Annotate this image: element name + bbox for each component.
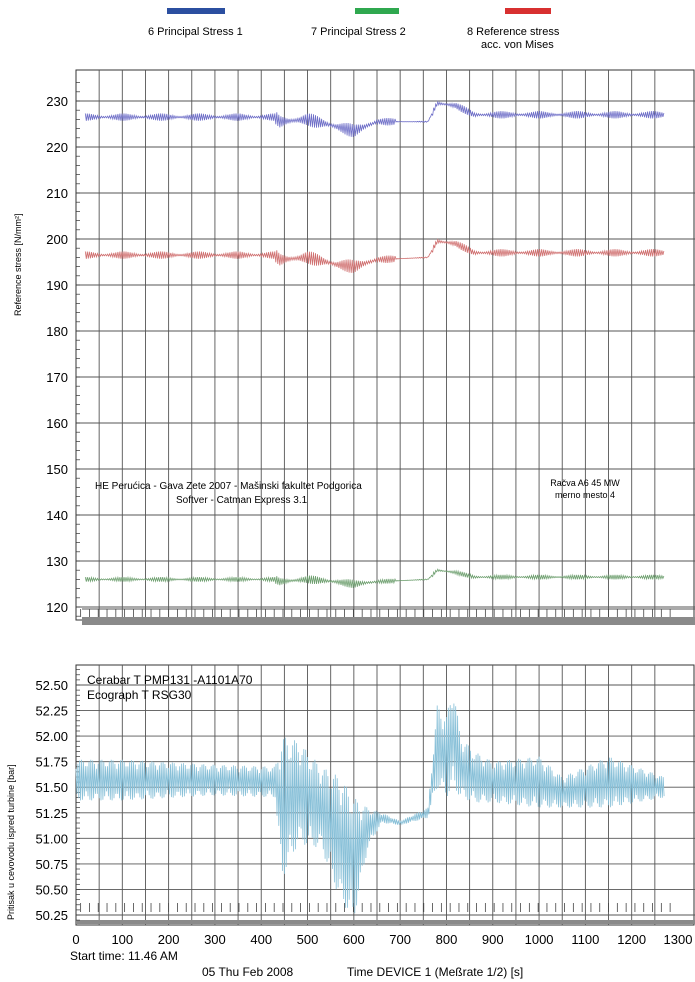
y-tick-label: 150 (46, 462, 68, 477)
series-line-1 (84, 100, 665, 138)
upper-chart-series (84, 100, 665, 588)
legend-label-reference-stress-line2: acc. von Mises (481, 39, 554, 51)
lower-sensor-label-1: Cerabar T PMP131 -A1101A70 (87, 673, 253, 687)
lower-chart-grid (75, 664, 695, 926)
y-tick-label: 52.00 (35, 729, 68, 744)
y-tick-label: 160 (46, 416, 68, 431)
x-tick-label: 100 (111, 932, 133, 947)
pressure-series-line (75, 703, 665, 914)
lower-chart-ticks: 50.25 50.50 50.75 51.00 51.25 51.50 51.75 52.00… (35, 669, 80, 923)
y-tick-label: 120 (46, 600, 68, 615)
lower-y-axis-label: Pritisak u cevovodu ispred turbine [bar] (6, 764, 16, 920)
x-tick-label: 400 (250, 932, 272, 947)
y-tick-label: 51.75 (35, 755, 68, 770)
y-tick-label: 52.25 (35, 704, 68, 719)
upper-chart-grid (75, 69, 695, 625)
upper-annotation-line1: HE Perućica - Gava Zete 2007 - Mašinski … (95, 481, 362, 492)
x-tick-label: 1200 (617, 932, 646, 947)
upper-chart-ticks: 120 130 140 150 160 170 180 190 200 210 220 230 (46, 82, 80, 617)
legend-label-principal-stress-2: 7 Principal Stress 2 (311, 26, 406, 38)
y-tick-label: 220 (46, 140, 68, 155)
x-tick-label: 0 (72, 932, 79, 947)
y-tick-label: 51.00 (35, 831, 68, 846)
legend-label-principal-stress-1: 6 Principal Stress 1 (148, 26, 243, 38)
y-tick-label: 50.75 (35, 857, 68, 872)
x-tick-label: 900 (482, 932, 504, 947)
legend-swatch-principal-stress-1 (167, 8, 225, 14)
x-tick-label: 1300 (664, 932, 693, 947)
series-line-3 (84, 568, 665, 588)
x-tick-label: 1100 (571, 932, 599, 947)
y-tick-label: 140 (46, 508, 68, 523)
y-tick-label: 170 (46, 370, 68, 385)
upper-annotation-line2: Softver - Catman Express 3.1 (176, 495, 308, 506)
y-tick-label: 190 (46, 278, 68, 293)
y-tick-label: 52.50 (35, 678, 68, 693)
y-tick-label: 210 (46, 186, 68, 201)
x-tick-label: 600 (343, 932, 365, 947)
x-tick-label: 200 (158, 932, 180, 947)
y-tick-label: 230 (46, 94, 68, 109)
lower-sensor-label-2: Ecograph T RSG30 (87, 688, 192, 702)
y-tick-label: 130 (46, 554, 68, 569)
y-tick-label: 50.50 (35, 882, 68, 897)
lower-bottom-band (76, 920, 695, 924)
plot-frame-2 (75, 664, 695, 926)
x-axis-ticks: 0 100 200 300 400 500 600 700 800 900 1000 1100 1200… (72, 932, 692, 947)
x-tick-label: 700 (389, 932, 411, 947)
x-tick-label: 300 (204, 932, 226, 947)
y-tick-label: 51.25 (35, 806, 68, 821)
y-tick-label: 180 (46, 324, 68, 339)
upper-bottom-band (82, 617, 695, 625)
x-tick-label: 800 (436, 932, 458, 947)
lower-chart-series (75, 703, 665, 914)
upper-annotation-right-line1: Račva A6 45 MW (550, 478, 620, 488)
x-axis-label: Time DEVICE 1 (Meßrate 1/2) [s] (347, 965, 524, 979)
legend-label-reference-stress: 8 Reference stress (467, 26, 560, 38)
y-tick-label: 51.50 (35, 780, 68, 795)
legend-swatch-principal-stress-2 (355, 8, 399, 14)
x-tick-label: 1000 (525, 932, 554, 947)
upper-annotation-right-line2: merno mesto 4 (554, 490, 616, 500)
date-label: 05 Thu Feb 2008 (202, 965, 294, 979)
y-tick-label: 200 (46, 232, 68, 247)
upper-y-axis-label: Reference stress [N/mm²] (13, 213, 23, 316)
y-tick-label: 50.25 (35, 908, 68, 923)
legend-swatch-reference-stress (505, 8, 551, 14)
series-line-2 (84, 238, 665, 273)
x-tick-label: 500 (297, 932, 319, 947)
start-time-label: Start time: 11.46 AM (70, 949, 178, 963)
